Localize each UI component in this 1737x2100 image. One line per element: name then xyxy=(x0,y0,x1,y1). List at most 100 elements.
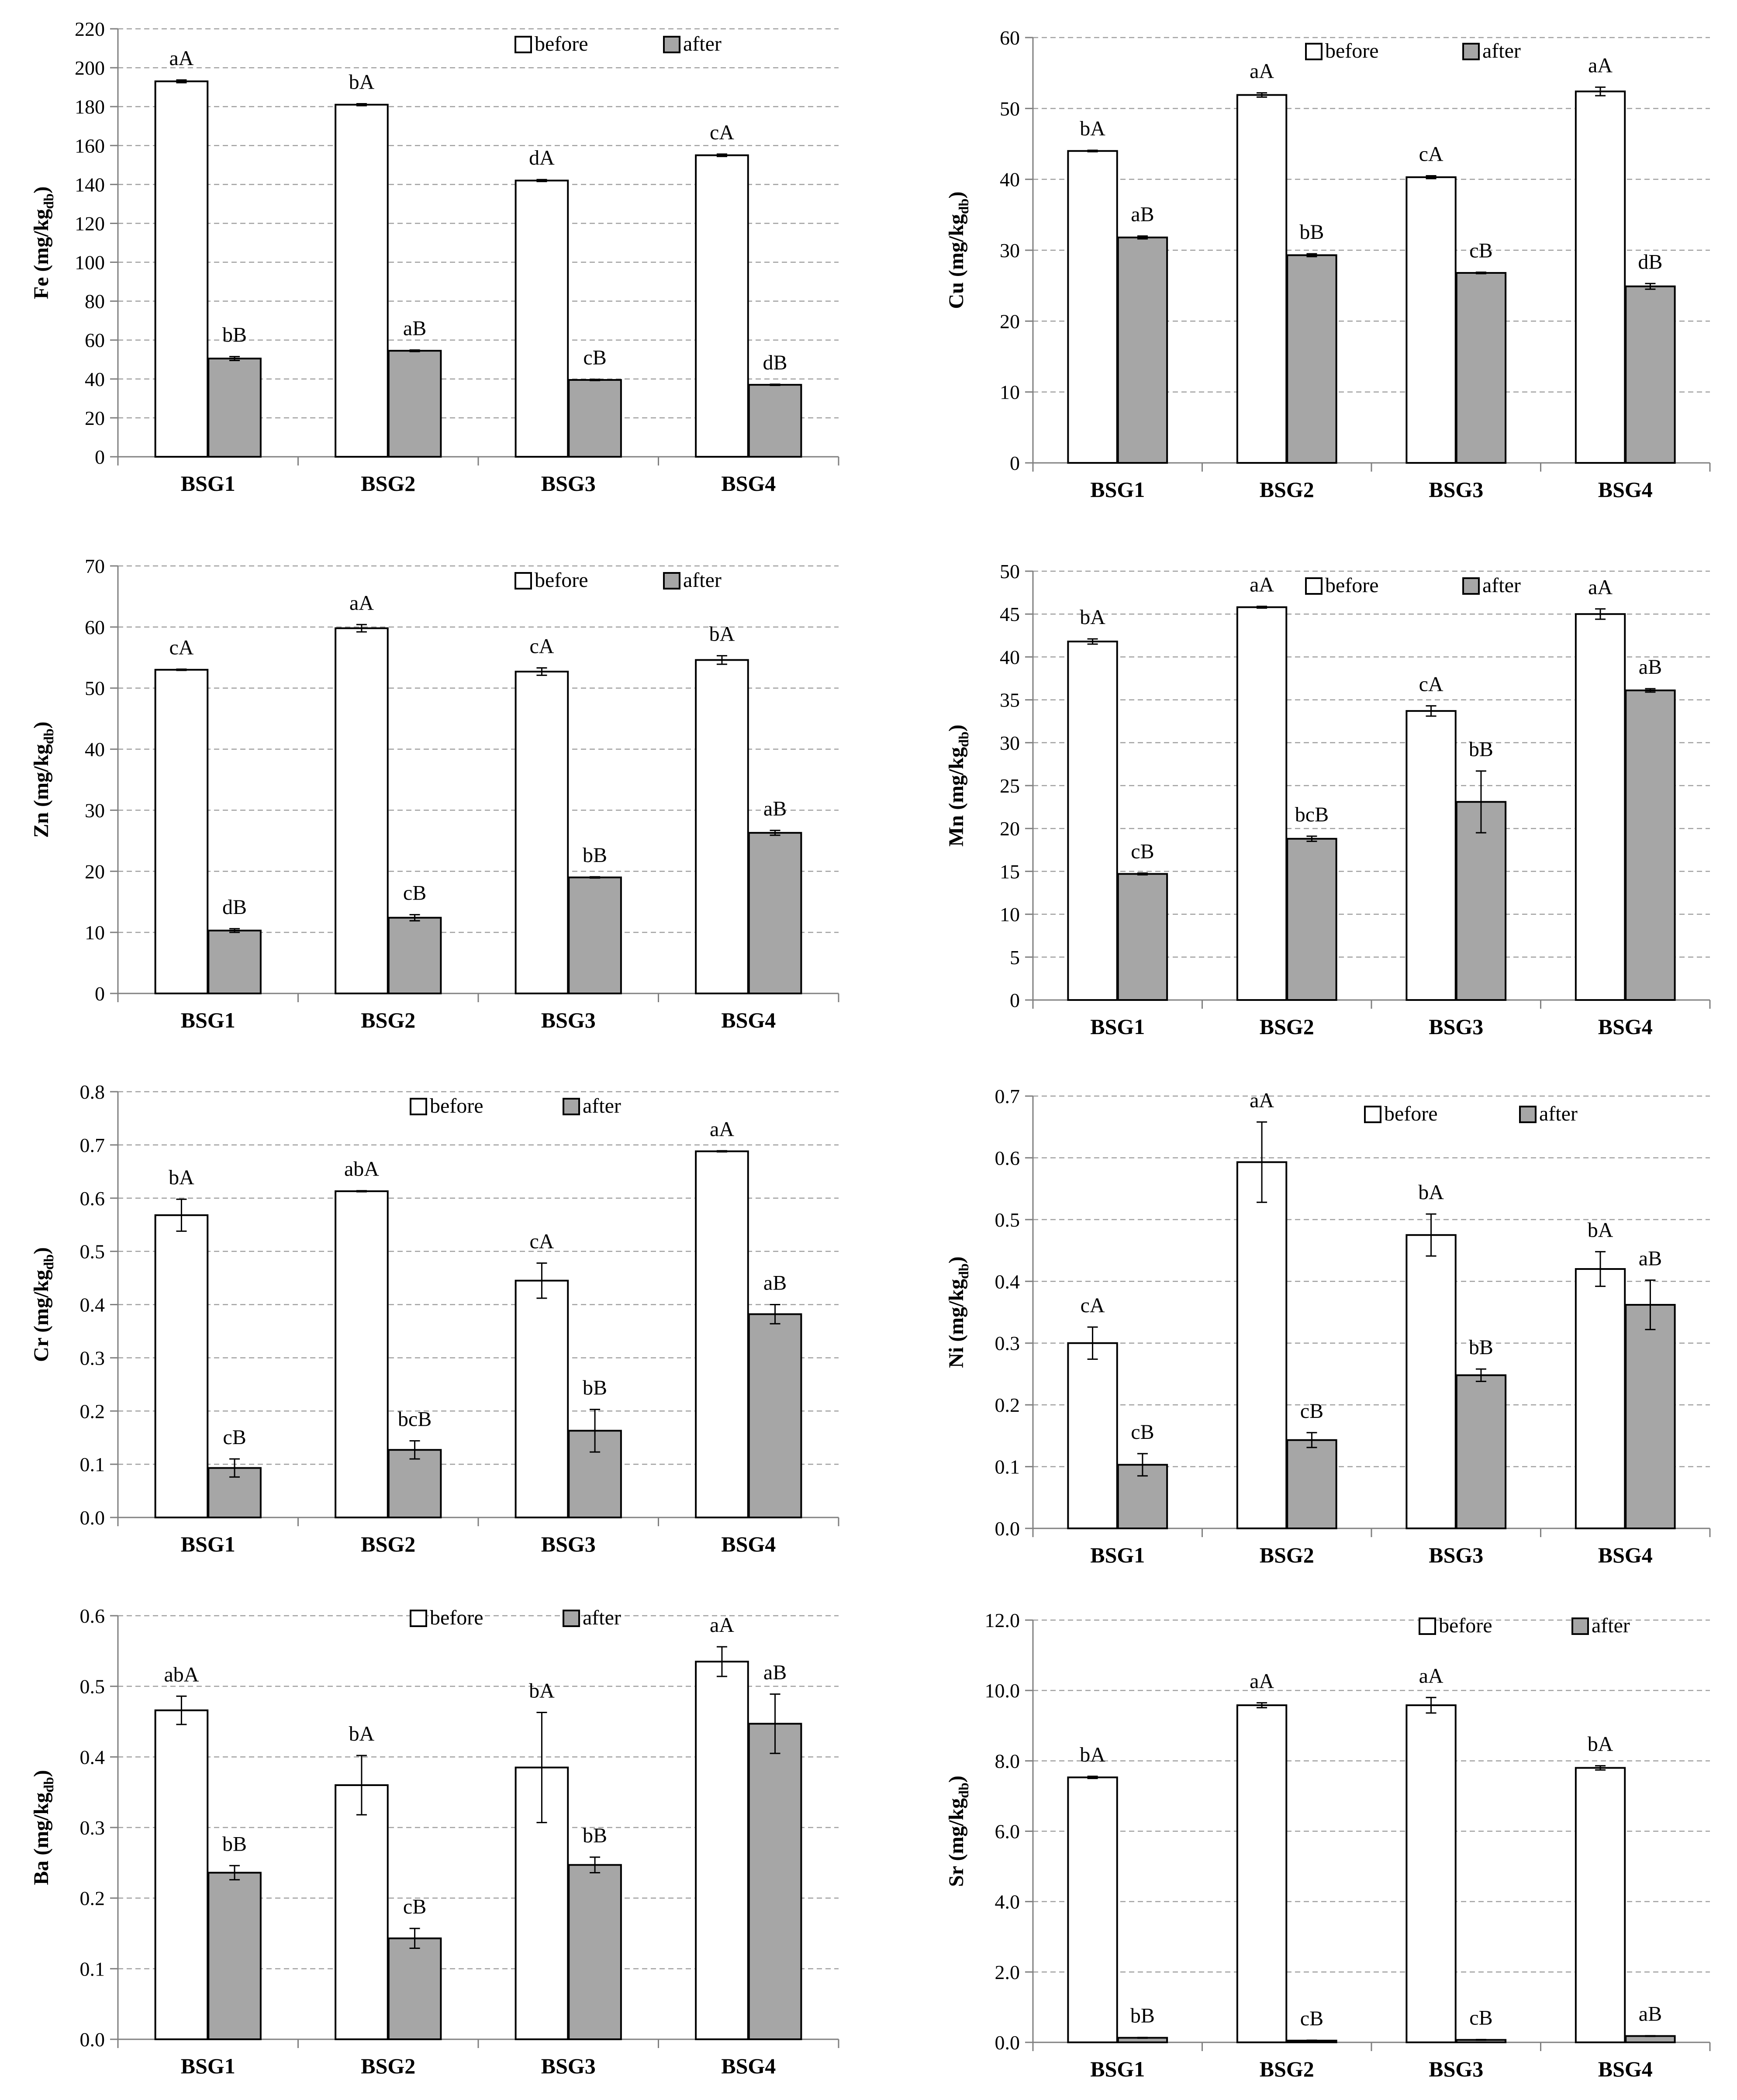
mn-y-tick-label: 0 xyxy=(1010,989,1020,1011)
fe-y-tick-label: 60 xyxy=(85,329,105,352)
cu-y-tick-label: 0 xyxy=(1010,452,1020,474)
fe-legend-swatch-before xyxy=(515,36,532,53)
cu-y-tick-label: 60 xyxy=(1000,27,1020,49)
cr-bar-before-bsg3 xyxy=(515,1279,569,1518)
cu-bar-before-bsg1 xyxy=(1067,150,1118,464)
mn-category-label: BSG2 xyxy=(1260,1014,1314,1039)
cr-data-label: bcB xyxy=(398,1408,432,1431)
zn-legend-swatch-after xyxy=(663,572,680,590)
mn-data-label: bcB xyxy=(1295,803,1329,826)
cu-legend-swatch-after xyxy=(1462,43,1480,60)
mn-legend-swatch-after xyxy=(1462,577,1480,595)
ni-y-tick-label: 0.6 xyxy=(995,1147,1020,1169)
ba-data-label: aB xyxy=(763,1661,787,1684)
cu-y-tick-label: 50 xyxy=(1000,97,1020,120)
zn-bar-after-bsg3 xyxy=(568,876,622,995)
zn-legend-label-after: after xyxy=(683,569,722,592)
ni-y-tick-label: 0.7 xyxy=(995,1085,1020,1107)
cr-data-label: aA xyxy=(710,1117,734,1141)
mn-y-tick-label: 45 xyxy=(1000,603,1020,625)
ba-y-axis-title: Ba (mg/kgdb) xyxy=(30,1770,56,1885)
zn-bar-before-bsg4 xyxy=(695,659,749,994)
zn-y-tick-label: 20 xyxy=(85,860,105,883)
zn-data-label: cA xyxy=(529,635,554,658)
mn-data-label: bA xyxy=(1080,606,1105,629)
cr-legend-swatch-before xyxy=(410,1098,427,1115)
cu-y-tick-label: 20 xyxy=(1000,310,1020,332)
zn-category-label: BSG3 xyxy=(541,1008,596,1032)
cu-category-label: BSG2 xyxy=(1260,477,1314,502)
sr-y-axis-title: Sr (mg/kgdb) xyxy=(945,1776,971,1887)
ni-data-label: cB xyxy=(1300,1400,1323,1423)
fe-y-tick-label: 220 xyxy=(75,18,105,40)
mn-bar-after-bsg2 xyxy=(1286,838,1337,1001)
ba-y-tick-label: 0.3 xyxy=(80,1817,105,1839)
sr-legend-label-after: after xyxy=(1592,1614,1630,1637)
sr-data-label: cB xyxy=(1300,2007,1323,2030)
ni-y-tick-label: 0.1 xyxy=(995,1456,1020,1478)
sr-bar-before-bsg4 xyxy=(1575,1767,1626,2043)
cu-legend-label-after: after xyxy=(1482,39,1521,62)
mn-bar-after-bsg1 xyxy=(1117,873,1168,1001)
mn-data-label: aB xyxy=(1639,655,1662,679)
mn-bar-before-bsg4 xyxy=(1575,613,1626,1001)
mn-y-tick-label: 50 xyxy=(1000,560,1020,583)
fe-bar-after-bsg1 xyxy=(207,358,262,458)
ba-data-label: bB xyxy=(222,1832,247,1855)
cr-bar-before-bsg2 xyxy=(335,1190,389,1518)
cr-y-tick-label: 0.7 xyxy=(80,1134,105,1156)
ba-y-tick-label: 0.4 xyxy=(80,1746,105,1768)
ba-legend-label-after: after xyxy=(583,1606,621,1629)
mn-bar-after-bsg4 xyxy=(1625,689,1676,1001)
cu-y-tick-label: 40 xyxy=(1000,169,1020,191)
ni-bar-before-bsg2 xyxy=(1236,1161,1288,1530)
ba-data-label: bA xyxy=(529,1679,555,1702)
cr-y-tick-label: 0.4 xyxy=(80,1294,105,1316)
ba-data-label: abA xyxy=(164,1663,199,1686)
mn-y-tick-label: 25 xyxy=(1000,775,1020,797)
cr-legend-swatch-after xyxy=(563,1098,580,1115)
cr-y-tick-label: 0.1 xyxy=(80,1453,105,1476)
sr-bar-before-bsg2 xyxy=(1236,1704,1288,2044)
ba-legend-swatch-before xyxy=(410,1610,427,1627)
ni-legend-swatch-after xyxy=(1519,1106,1537,1123)
cr-y-tick-label: 0.8 xyxy=(80,1081,105,1103)
fe-legend-label-before: before xyxy=(535,32,588,55)
sr-y-tick-label: 6.0 xyxy=(995,1821,1020,1843)
mn-bar-before-bsg2 xyxy=(1236,606,1288,1001)
cr-legend-label-after: after xyxy=(583,1094,621,1117)
sr-data-label: cB xyxy=(1469,2007,1492,2030)
zn-y-tick-label: 40 xyxy=(85,738,105,761)
zn-y-tick-label: 10 xyxy=(85,921,105,944)
fe-bar-after-bsg3 xyxy=(568,379,622,458)
cr-y-tick-label: 0.6 xyxy=(80,1187,105,1210)
fe-y-tick-label: 40 xyxy=(85,368,105,390)
zn-legend-label-before: before xyxy=(535,569,588,592)
cu-legend-label-before: before xyxy=(1325,39,1379,62)
ni-y-tick-label: 0.4 xyxy=(995,1270,1020,1293)
cu-bar-after-bsg4 xyxy=(1625,285,1676,464)
fe-y-tick-label: 20 xyxy=(85,407,105,429)
sr-y-tick-label: 8.0 xyxy=(995,1750,1020,1772)
mn-y-axis-title: Mn (mg/kgdb) xyxy=(945,724,971,847)
cu-bar-after-bsg1 xyxy=(1117,236,1168,464)
zn-bar-after-bsg1 xyxy=(207,929,262,994)
ni-bar-after-bsg3 xyxy=(1455,1374,1507,1529)
ni-category-label: BSG2 xyxy=(1260,1543,1314,1567)
cu-data-label: aA xyxy=(1588,54,1613,77)
zn-bar-before-bsg2 xyxy=(335,627,389,994)
mn-legend-label-before: before xyxy=(1325,574,1379,597)
fe-y-tick-label: 200 xyxy=(75,57,105,79)
cr-bar-after-bsg4 xyxy=(748,1313,802,1518)
sr-data-label: aB xyxy=(1639,2003,1662,2026)
cr-data-label: abA xyxy=(344,1158,379,1181)
sr-data-label: aA xyxy=(1250,1669,1274,1693)
mn-y-tick-label: 35 xyxy=(1000,689,1020,711)
cu-data-label: aB xyxy=(1131,203,1154,226)
sr-category-label: BSG4 xyxy=(1598,2057,1653,2081)
zn-y-tick-label: 50 xyxy=(85,677,105,700)
ni-data-label: cA xyxy=(1081,1294,1105,1317)
sr-y-tick-label: 0.0 xyxy=(995,2031,1020,2054)
ba-category-label: BSG2 xyxy=(361,2054,415,2078)
ba-data-label: bA xyxy=(349,1722,375,1745)
